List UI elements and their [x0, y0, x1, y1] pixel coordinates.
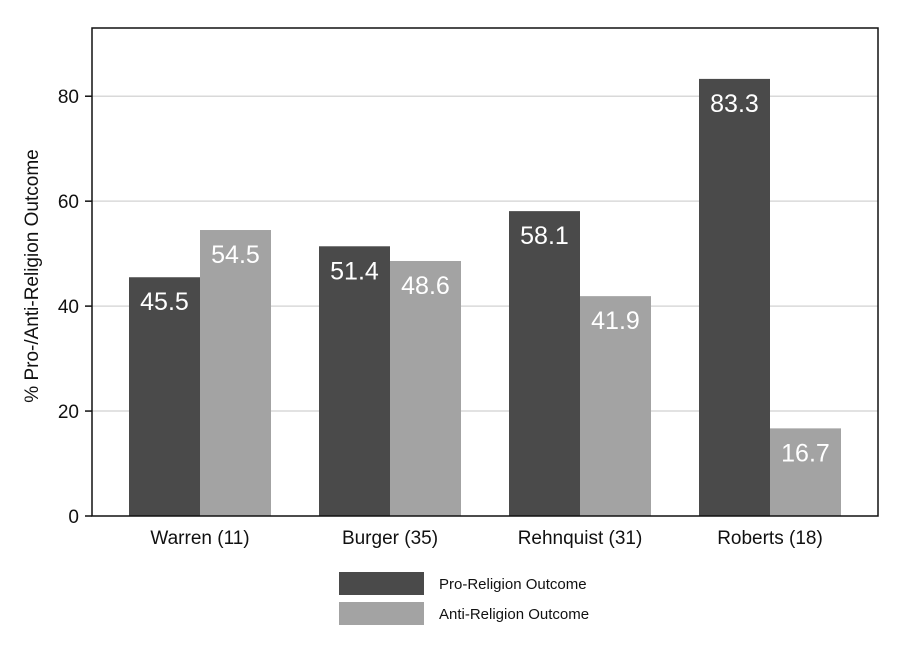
- pro-religion-bar: [699, 78, 770, 516]
- bar-value-label: 45.5: [140, 288, 189, 316]
- y-tick-label: 0: [68, 507, 79, 528]
- bar-value-label: 83.3: [710, 90, 759, 118]
- bar-value-label: 41.9: [591, 307, 640, 335]
- bar-value-label: 16.7: [781, 439, 830, 467]
- pro-religion-bar: [509, 211, 580, 517]
- y-tick-label: 60: [58, 192, 79, 213]
- x-category-label: Warren (11): [150, 528, 249, 549]
- x-category-label: Roberts (18): [717, 528, 823, 549]
- bar-value-label: 58.1: [520, 222, 569, 250]
- y-axis-title: % Pro-/Anti-Religion Outcome: [22, 149, 43, 402]
- y-axis-ticks: 0 20 40 60 80: [58, 87, 92, 528]
- anti-religion-bar: [390, 260, 461, 516]
- bars: [129, 78, 841, 517]
- anti-religion-bar: [200, 230, 271, 517]
- legend-entry-label: Pro-Religion Outcome: [439, 576, 587, 593]
- legend-swatch: [339, 572, 424, 595]
- anti-religion-bar: [580, 296, 651, 516]
- bar-value-label: 51.4: [330, 257, 379, 285]
- bar-labels: 45.5 51.4 58.1 83.3 54.5 48.6 41.9 16.7: [140, 90, 830, 467]
- x-category-label: Rehnquist (31): [518, 528, 643, 549]
- pro-religion-bar: [129, 277, 200, 516]
- x-category-label: Burger (35): [342, 528, 438, 549]
- bar-value-label: 48.6: [401, 272, 450, 300]
- anti-religion-bar: [770, 428, 841, 516]
- bar-value-label: 54.5: [211, 241, 260, 269]
- y-tick-label: 80: [58, 87, 79, 108]
- y-tick-label: 20: [58, 402, 79, 423]
- x-axis-ticks: Warren (11) Burger (35) Rehnquist (31) Robe…: [150, 528, 822, 549]
- legend-swatch: [339, 602, 424, 625]
- legend-entry-label: Anti-Religion Outcome: [439, 606, 589, 623]
- legend: Pro-Religion Outcome Anti-Religion Outcom…: [339, 572, 589, 625]
- pro-religion-bar: [319, 246, 390, 516]
- y-tick-label: 40: [58, 297, 79, 318]
- plot-frame: [91, 27, 879, 517]
